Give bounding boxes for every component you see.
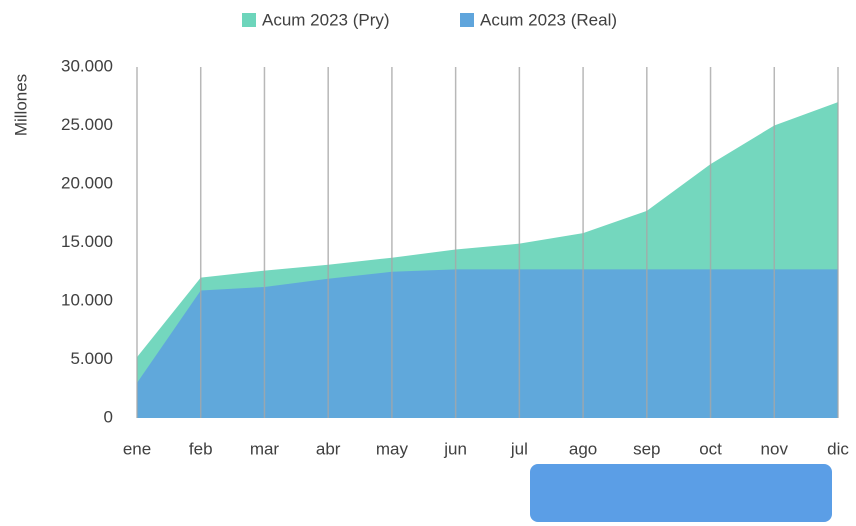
y-tick-label: 30.000	[61, 56, 113, 75]
y-tick-label: 15.000	[61, 232, 113, 251]
x-tick-label: sep	[633, 439, 660, 458]
x-tick-label: mar	[250, 439, 280, 458]
x-tick-label: jul	[510, 439, 528, 458]
y-tick-label: 10.000	[61, 290, 113, 309]
y-tick-label: 20.000	[61, 173, 113, 192]
y-tick-label: 0	[104, 407, 113, 426]
y-axis-label: Millones	[11, 74, 30, 136]
legend-label: Acum 2023 (Real)	[480, 10, 617, 29]
x-tick-label: jun	[443, 439, 467, 458]
x-tick-label: oct	[699, 439, 722, 458]
x-tick-label: dic	[827, 439, 849, 458]
legend-label: Acum 2023 (Pry)	[262, 10, 390, 29]
legend-swatch	[460, 13, 474, 27]
x-tick-label: feb	[189, 439, 213, 458]
x-tick-label: may	[376, 439, 409, 458]
x-tick-label: ene	[123, 439, 151, 458]
y-tick-label: 25.000	[61, 115, 113, 134]
legend-swatch	[242, 13, 256, 27]
button[interactable]	[530, 464, 832, 522]
x-tick-label: abr	[316, 439, 341, 458]
area	[137, 269, 838, 418]
x-tick-label: nov	[761, 439, 789, 458]
y-tick-label: 5.000	[70, 349, 113, 368]
x-tick-label: ago	[569, 439, 597, 458]
